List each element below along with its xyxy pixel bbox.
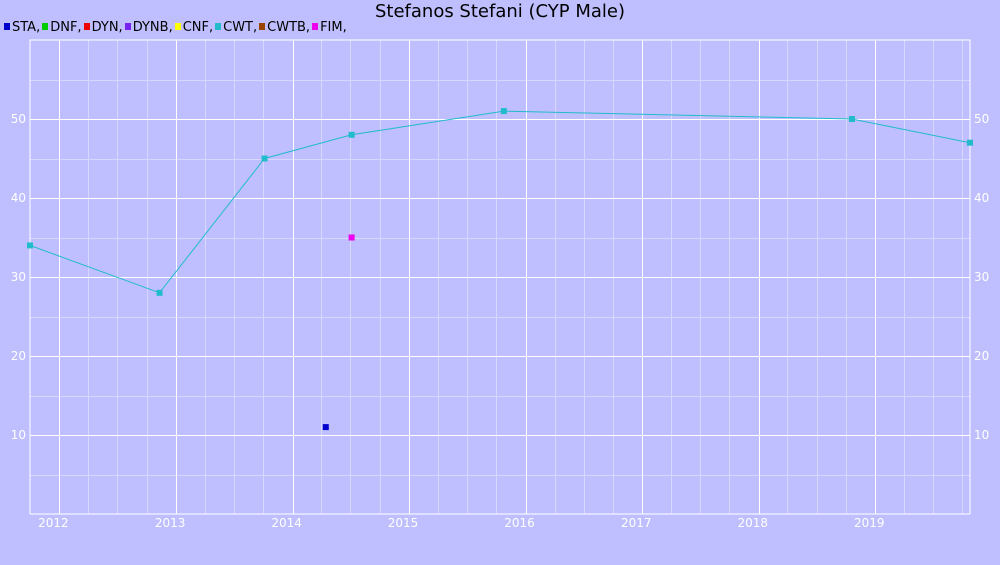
legend-label: CWTB,: [267, 20, 311, 35]
y-tick-label-left: 50: [11, 112, 26, 126]
legend-item-cwt: CWT,: [215, 20, 257, 35]
legend-item-dyn: DYN,: [83, 20, 123, 35]
series-points: [27, 108, 973, 431]
legend-swatch: [174, 23, 181, 30]
chart-title: Stefanos Stefani (CYP Male): [374, 1, 625, 22]
data-point-cwt: [500, 108, 507, 115]
series-line-cwt: [29, 110, 971, 294]
tick-labels: 2012 2013 2014 2015 2016 2017 2018 2019 10 10 20 20…: [11, 112, 990, 530]
legend-swatch: [42, 23, 49, 30]
legend-item-fim: FIM,: [312, 20, 347, 35]
data-point-cwt: [848, 116, 855, 122]
y-tick-label-left: 40: [11, 191, 26, 205]
legend-item-dynb: DYNB,: [124, 20, 173, 35]
legend-label: DYN,: [91, 20, 123, 35]
legend-swatch: [83, 23, 90, 30]
legend-item-sta: STA,: [4, 20, 40, 35]
x-tick-label: 2015: [388, 516, 419, 530]
data-point-cwt: [261, 155, 268, 162]
legend-swatch: [312, 23, 319, 30]
x-tick-label: 2016: [504, 516, 535, 530]
y-tick-label-left: 20: [11, 349, 26, 363]
y-tick-label-right: 50: [974, 112, 989, 126]
y-tick-label-right: 10: [974, 428, 989, 442]
y-tick-label-right: 30: [974, 270, 989, 284]
legend: STA, DNF, DYN, DYNB, CNF, CWT, CWTB, FIM,: [4, 20, 349, 36]
legend-swatch: [4, 23, 10, 30]
data-point-cwt: [156, 289, 163, 296]
x-tick-label: 2013: [155, 516, 186, 530]
y-tick-label-right: 20: [974, 349, 989, 363]
legend-label: DYNB,: [132, 20, 173, 35]
data-point-cwt: [27, 242, 33, 249]
y-tick-label-left: 10: [11, 428, 26, 442]
y-tick-label-left: 30: [11, 270, 26, 284]
legend-swatch: [124, 23, 131, 30]
series-lines: [29, 110, 971, 294]
x-tick-label: 2018: [737, 516, 768, 530]
legend-label: DNF,: [50, 20, 82, 35]
legend-label: CNF,: [182, 20, 214, 35]
legend-swatch: [259, 23, 266, 30]
x-tick-label: 2019: [854, 516, 885, 530]
data-point-fim: [348, 234, 355, 241]
x-tick-label: 2012: [38, 516, 69, 530]
x-tick-label: 2017: [621, 516, 652, 530]
legend-item-cnf: CNF,: [174, 20, 214, 35]
x-tick-label: 2014: [271, 516, 302, 530]
legend-item-cwtb: CWTB,: [259, 20, 310, 35]
legend-label: CWT,: [223, 20, 258, 35]
y-tick-label-right: 40: [974, 191, 989, 205]
data-point-cwt: [348, 131, 355, 138]
data-point-cwt: [967, 139, 973, 146]
major-gridlines: [29, 39, 971, 515]
legend-swatch: [215, 23, 222, 30]
data-point-sta: [322, 424, 329, 431]
legend-label: STA,: [12, 20, 41, 35]
legend-label: FIM,: [320, 20, 347, 35]
legend-item-dnf: DNF,: [42, 20, 82, 35]
